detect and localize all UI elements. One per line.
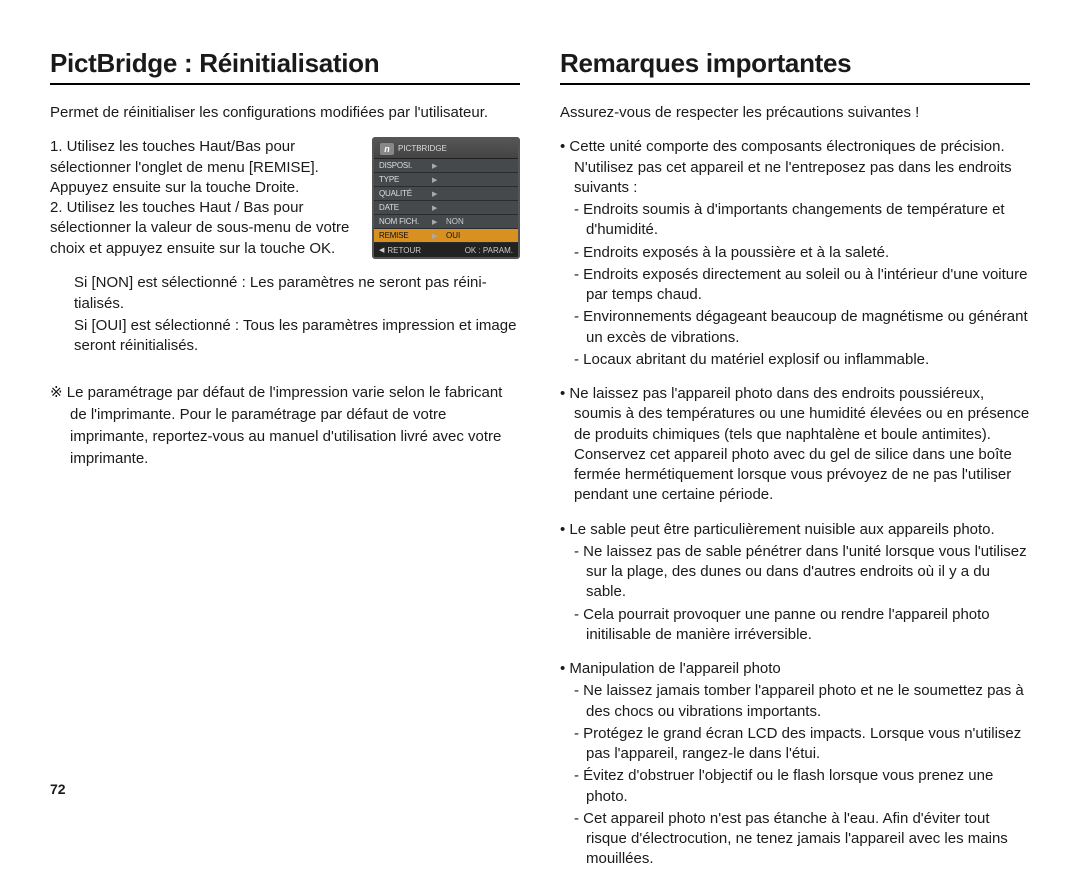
camera-back-label: RETOUR [379,246,421,255]
camera-menu-row-selected: REMISE▶OUI [374,229,518,243]
bullet: Le sable peut être particulièrement nuis… [560,520,1030,540]
precaution-group-3: Le sable peut être particulièrement nuis… [560,520,1030,646]
left-intro: Permet de réinitialiser les configuratio… [50,103,520,123]
camera-menu-row: TYPE▶ [374,173,518,187]
pictbridge-icon: n [380,143,394,155]
page-number: 72 [50,781,66,797]
camera-ok-label: OK : PARAM. [462,246,513,255]
steps-text: 1. Utilisez les touches Haut/Bas pour sé… [50,137,360,259]
camera-menu-tabbar: n PICTBRIDGE [374,139,518,159]
dash-item: Ne laissez pas de sable pénétrer dans l'… [560,542,1030,603]
precaution-group-2: Ne laissez pas l'appareil photo dans des… [560,384,1030,506]
bullet: Manipulation de l'appareil photo [560,659,1030,679]
definition-oui: Si [OUI] est sélectionné : Tous les para… [74,316,520,357]
dash-item: Environnements dégageant beaucoup de mag… [560,307,1030,348]
dash-item: Endroits soumis à d'importants changemen… [560,200,1030,241]
dash-item: Endroits exposés directement au soleil o… [560,265,1030,306]
dash-item: Ne laissez jamais tomber l'appareil phot… [560,681,1030,722]
left-heading: PictBridge : Réinitialisation [50,48,520,85]
dash-item: Locaux abritant du matériel explosif ou … [560,350,1030,370]
definition-non: Si [NON] est sélectionné : Les paramètre… [74,273,520,314]
camera-menu-graphic: n PICTBRIDGE DISPOSI.▶ TYPE▶ QUALITÉ▶ DA… [372,137,520,259]
right-intro: Assurez-vous de respecter les précaution… [560,103,1030,123]
left-footnote: ※ Le paramétrage par défaut de l'impress… [50,382,520,469]
precaution-group-1: Cette unité comporte des composants élec… [560,137,1030,370]
left-column: PictBridge : Réinitialisation Permet de … [50,48,520,884]
right-heading: Remarques importantes [560,48,1030,85]
dash-item: Endroits exposés à la poussière et à la … [560,243,1030,263]
steps-row: 1. Utilisez les touches Haut/Bas pour sé… [50,137,520,259]
camera-menu-row: DISPOSI.▶ [374,159,518,173]
bullet: Ne laissez pas l'appareil photo dans des… [560,384,1030,506]
dash-item: Cet appareil photo n'est pas étanche à l… [560,809,1030,870]
dash-item: Cela pourrait provoquer une panne ou ren… [560,605,1030,646]
camera-menu-row: DATE▶ [374,201,518,215]
precaution-group-4: Manipulation de l'appareil photo Ne lais… [560,659,1030,870]
camera-menu-row: QUALITÉ▶ [374,187,518,201]
bullet: Cette unité comporte des composants élec… [560,137,1030,198]
dash-item: Protégez le grand écran LCD des impacts.… [560,724,1030,765]
dash-item: Évitez d'obstruer l'objectif ou le flash… [560,766,1030,807]
right-column: Remarques importantes Assurez-vous de re… [560,48,1030,884]
camera-menu-row: NOM FICH.▶NON [374,215,518,229]
page: PictBridge : Réinitialisation Permet de … [50,48,1030,884]
camera-menu-footer: RETOUR OK : PARAM. [374,243,518,257]
camera-tab-label: PICTBRIDGE [398,144,447,153]
